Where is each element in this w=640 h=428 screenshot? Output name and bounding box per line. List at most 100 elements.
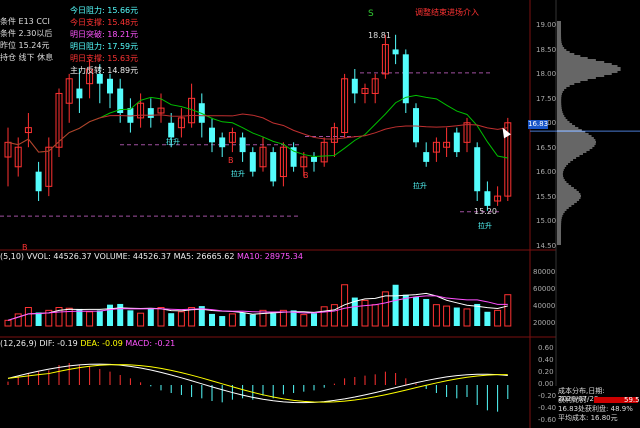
- info-left-0: 条件 E13 CCI: [0, 17, 50, 26]
- volume-bar: [504, 294, 512, 327]
- candle-body: [320, 141, 328, 163]
- candle-body: [209, 127, 215, 143]
- candle-body: [290, 147, 297, 167]
- volume-bar: [24, 307, 32, 327]
- current-price-badge: 16.83: [528, 120, 549, 129]
- profit-ratio-bar: [594, 397, 638, 403]
- volume-bar: [341, 284, 349, 327]
- price-tick: 19.00: [536, 21, 557, 29]
- volume-bar: [474, 303, 481, 326]
- macd-tick: 0.00: [538, 380, 554, 388]
- candle-body: [45, 146, 53, 187]
- volume-bar: [290, 310, 297, 326]
- volume-bar: [45, 309, 53, 327]
- volume-bar: [320, 306, 328, 327]
- candle-body: [402, 54, 409, 104]
- volume-panel: [4, 284, 512, 327]
- level-row-0: 今日阻力: 15.66元: [70, 6, 139, 15]
- candle-body: [168, 122, 175, 138]
- volume-bar: [219, 316, 226, 326]
- candle-body: [361, 88, 369, 94]
- price-tick: 14.50: [536, 241, 557, 250]
- candle-body: [432, 141, 440, 153]
- macd-tick: 0.60: [538, 344, 554, 352]
- volume-tick: 60000: [533, 285, 556, 293]
- volume-bar: [351, 297, 358, 326]
- volume-bar: [168, 313, 175, 326]
- price-tick: 16.00: [536, 168, 557, 176]
- volume-bar: [453, 307, 460, 326]
- lasheng-label: 拉升: [478, 221, 492, 230]
- candle-body: [381, 44, 389, 75]
- candle-body: [341, 78, 349, 134]
- profit-ratio-value: 59.5: [624, 396, 640, 404]
- candle-body: [147, 108, 154, 118]
- lasheng-label: 拉升: [166, 137, 180, 146]
- volume-bar: [423, 298, 430, 326]
- volume-bar: [198, 306, 205, 326]
- macd-tick: 0.20: [538, 368, 554, 376]
- volume-bar: [177, 311, 185, 327]
- price-tick: 18.50: [536, 45, 557, 54]
- info-left-3: 持仓 线下 休息: [0, 53, 54, 62]
- price-profit-line: 16.83处获利盘: 48.9%: [558, 405, 633, 413]
- vvol-value: (5,10) VVOL: 44526.37: [0, 252, 92, 261]
- level-row-3: 明日阻力: 17.59元: [70, 42, 139, 51]
- volume-bar: [330, 304, 338, 327]
- candle-body: [55, 92, 63, 148]
- volume-bar: [443, 305, 451, 327]
- volume-bar: [137, 312, 145, 327]
- macd-tick: -0.60: [538, 416, 557, 424]
- ma-red-line: [7, 113, 508, 153]
- candle-body: [35, 171, 42, 192]
- candle-body: [484, 191, 491, 206]
- lasheng-label: 拉升: [413, 181, 427, 190]
- price-tick: 17.50: [536, 94, 557, 103]
- volume-bar: [4, 319, 12, 327]
- volume-bar: [209, 313, 215, 326]
- candle-body: [177, 117, 185, 129]
- candle-body: [371, 78, 379, 94]
- candle-body: [423, 152, 430, 162]
- volume-bar: [259, 309, 267, 327]
- candle-body: [14, 146, 22, 168]
- candle-body: [392, 49, 399, 55]
- volume-bar: [381, 291, 389, 327]
- volume-bar: [279, 309, 287, 327]
- volume-tick: 40000: [533, 302, 556, 310]
- candle-body: [270, 152, 277, 182]
- dif-value: DIF: -0.19: [39, 339, 78, 348]
- entry-note: 调整结束进场介入: [415, 8, 479, 17]
- volume-tick: 80000: [533, 268, 556, 276]
- lasheng-label: 拉升: [231, 169, 245, 178]
- volume-bar: [402, 294, 409, 326]
- candle-body: [300, 156, 308, 168]
- volume-bar: [86, 311, 94, 327]
- candle-body: [311, 157, 317, 162]
- volume-bar: [127, 310, 134, 326]
- dea-value: DEA: -0.09: [80, 339, 123, 348]
- candle-body: [127, 108, 134, 123]
- candle-body: [24, 127, 32, 134]
- candle-body: [96, 73, 103, 84]
- volume-tick: 20000: [533, 319, 556, 327]
- macd-tick: 0.40: [538, 356, 554, 364]
- price-tick: 16.50: [536, 143, 557, 152]
- volume-bar: [239, 312, 246, 326]
- volume-bar: [249, 314, 256, 326]
- avg-cost-line: 平均成本: 16.80元: [558, 414, 618, 422]
- volume-bar: [432, 304, 440, 327]
- info-left-1: 条件 2.30以后: [0, 29, 53, 38]
- volume-bar: [107, 304, 113, 326]
- candle-body: [107, 78, 113, 94]
- ma5-value: MA5: 26665.62: [173, 252, 235, 261]
- volume-bar: [35, 312, 42, 326]
- macd-header: (12,26,9) DIF: -0.19 DEA: -0.09 MACD: -0…: [0, 339, 175, 349]
- cost-title: 成本分布,日期: 2020/07/28: [558, 387, 605, 403]
- buy-signal-label: B: [303, 171, 309, 180]
- macd-params: (12,26,9): [0, 339, 37, 348]
- info-left-2: 昨位 15.24元: [0, 41, 50, 50]
- dif-line: [7, 363, 508, 404]
- cost-distribution-panel: 成本分布,日期: 2020/07/28 获利比例: 59.5 16.83处获利盘…: [556, 386, 640, 428]
